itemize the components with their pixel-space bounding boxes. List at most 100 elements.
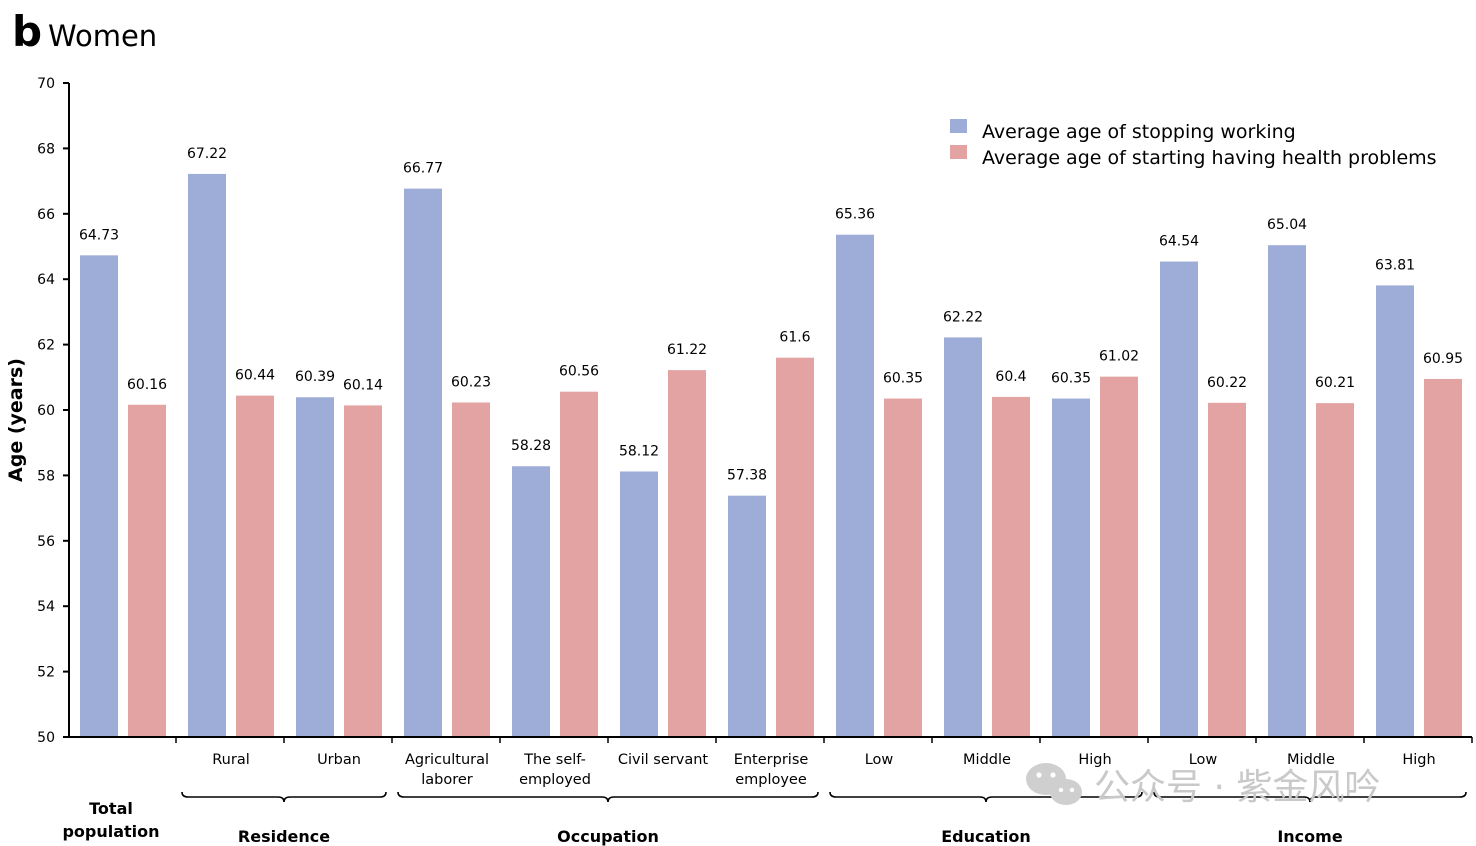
bar-health-problems	[1424, 378, 1462, 737]
category-label: population	[62, 822, 159, 841]
data-label: 61.22	[667, 342, 707, 358]
category-label: Low	[865, 752, 894, 768]
category-label: High	[1402, 752, 1435, 768]
data-label: 60.22	[1207, 375, 1247, 391]
bar-stopping-working	[836, 234, 874, 737]
y-tick-label: 70	[37, 76, 55, 92]
bar-stopping-working	[80, 255, 118, 738]
bar-stopping-working	[1376, 285, 1414, 737]
data-label: 60.39	[295, 369, 335, 385]
category-label: Rural	[212, 752, 250, 768]
data-label: 67.22	[187, 146, 227, 162]
data-label: 62.22	[943, 309, 983, 325]
bar-health-problems	[668, 370, 706, 737]
y-tick-label: 58	[37, 468, 55, 484]
category-label: employed	[519, 772, 591, 788]
legend: Average age of stopping working Average a…	[950, 119, 1437, 169]
bar-health-problems	[776, 357, 814, 737]
bar-health-problems	[560, 391, 598, 737]
data-label: 60.23	[451, 374, 491, 390]
y-tick-label: 64	[37, 272, 55, 288]
category-label: Low	[1189, 752, 1218, 768]
panel-letter: b	[12, 7, 42, 56]
bar-health-problems	[1208, 402, 1246, 737]
data-label: 60.4	[995, 369, 1026, 385]
category-label: Urban	[317, 752, 361, 768]
y-axis-label: Age (years)	[5, 358, 27, 482]
watermark-text: 公众号 · 紫金风吟	[1094, 767, 1380, 808]
y-axis: 50 52 54 56 58 60 62 64 66 68 70 Age (years)	[5, 76, 70, 746]
category-label: Enterprise	[734, 752, 809, 768]
category-label: High	[1078, 752, 1111, 768]
x-axis: Total population Rural Urban Agricultural lab…	[62, 736, 1473, 846]
bars: 64.73 60.16 67.22 60.44 60.39 60.14 66.77 60.23…	[79, 146, 1463, 738]
bar-health-problems	[1316, 403, 1354, 737]
data-label: 64.54	[1159, 234, 1199, 250]
data-label: 58.12	[619, 443, 659, 459]
bar-health-problems	[236, 395, 274, 737]
group-brace	[829, 791, 1143, 803]
bar-health-problems	[344, 405, 382, 737]
group-label: Residence	[238, 827, 330, 846]
data-label: 64.73	[79, 227, 119, 243]
data-label: 60.14	[343, 377, 383, 393]
legend-label: Average age of stopping working	[982, 121, 1296, 143]
data-label: 58.28	[511, 438, 551, 454]
group-brace	[181, 791, 387, 803]
group-brace	[397, 791, 819, 803]
data-label: 60.16	[127, 377, 167, 393]
y-tick-label: 56	[37, 534, 55, 550]
data-label: 57.38	[727, 468, 767, 484]
bar-health-problems	[884, 398, 922, 737]
category-label: Total	[89, 799, 133, 818]
bar-stopping-working	[1160, 261, 1198, 737]
data-label: 63.81	[1375, 257, 1415, 273]
y-tick-label: 52	[37, 665, 55, 681]
data-label: 66.77	[403, 161, 443, 177]
legend-swatch	[950, 145, 967, 159]
bar-stopping-working	[1052, 398, 1090, 737]
bar-health-problems	[992, 396, 1030, 737]
y-tick-label: 62	[37, 338, 55, 354]
category-label: Agricultural	[405, 752, 489, 768]
wechat-icon	[1026, 763, 1082, 805]
bar-health-problems	[452, 402, 490, 737]
panel-title: Women	[48, 19, 157, 53]
y-tick-label: 66	[37, 207, 55, 223]
bar-stopping-working	[296, 397, 334, 737]
group-label: Income	[1277, 827, 1342, 846]
group-label: Education	[941, 827, 1031, 846]
category-label: The self-	[523, 752, 586, 768]
data-label: 61.6	[779, 330, 810, 346]
data-label: 65.36	[835, 207, 875, 223]
group-label: Occupation	[557, 827, 659, 846]
bar-stopping-working	[404, 188, 442, 738]
bar-stopping-working	[1268, 245, 1306, 737]
legend-swatch	[950, 119, 967, 133]
bar-stopping-working	[944, 337, 982, 737]
category-label: Middle	[963, 752, 1011, 768]
data-label: 60.35	[1051, 371, 1091, 387]
bar-stopping-working	[512, 466, 550, 737]
y-tick-label: 50	[37, 730, 55, 746]
bar-stopping-working	[188, 173, 226, 737]
legend-label: Average age of starting having health pr…	[982, 147, 1437, 169]
y-tick-label: 60	[37, 403, 55, 419]
group-brace	[1153, 791, 1467, 803]
bar-stopping-working	[728, 495, 766, 737]
data-label: 61.02	[1099, 349, 1139, 365]
data-label: 60.35	[883, 371, 923, 387]
category-label: laborer	[421, 772, 473, 788]
bar-stopping-working	[620, 471, 658, 737]
data-label: 60.56	[559, 364, 599, 380]
data-label: 60.44	[235, 368, 275, 384]
category-label: Middle	[1287, 752, 1335, 768]
data-label: 65.04	[1267, 217, 1307, 233]
bar-health-problems	[1100, 376, 1138, 737]
data-label: 60.95	[1423, 351, 1463, 367]
bar-health-problems	[128, 404, 166, 737]
category-label: Civil servant	[618, 752, 708, 768]
y-tick-label: 54	[37, 599, 55, 615]
category-label: employee	[735, 772, 807, 788]
